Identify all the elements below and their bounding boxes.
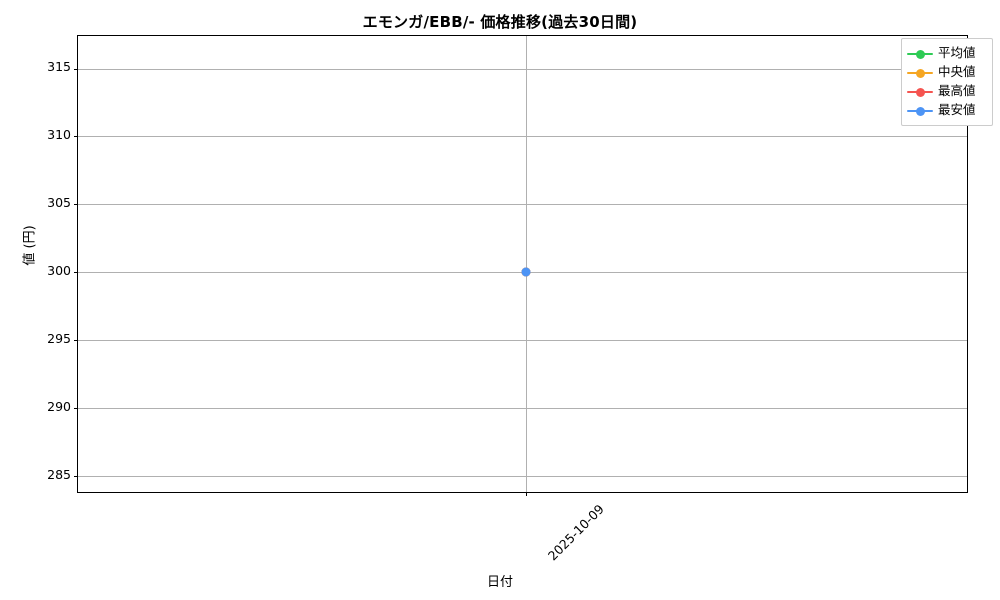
legend-label-average: 平均値 <box>938 45 976 61</box>
ytick-label-305: 305 <box>47 195 71 210</box>
legend[interactable]: 平均値 中央値 最高値 最安値 <box>901 38 993 126</box>
gridline-horizontal-310 <box>78 136 967 138</box>
legend-swatch-max <box>907 86 933 98</box>
ytick-mark-315 <box>74 68 78 70</box>
legend-item-max[interactable]: 最高値 <box>907 82 986 101</box>
ytick-mark-300 <box>74 272 78 274</box>
x-axis-label: 日付 <box>486 575 513 590</box>
gridline-horizontal-315 <box>78 68 967 70</box>
legend-swatch-min <box>907 105 933 117</box>
legend-swatch-median <box>907 67 933 79</box>
y-axis-label: 値 (円) <box>22 225 38 266</box>
legend-item-average[interactable]: 平均値 <box>907 44 986 63</box>
ytick-mark-310 <box>74 136 78 138</box>
data-point-最安値[interactable] <box>521 267 530 277</box>
legend-label-max: 最高値 <box>938 83 976 99</box>
ytick-mark-285 <box>74 475 78 477</box>
ytick-label-295: 295 <box>47 331 71 346</box>
legend-swatch-average <box>907 48 933 60</box>
legend-item-min[interactable]: 最安値 <box>907 101 986 120</box>
ytick-mark-305 <box>74 204 78 206</box>
xtick-mark-2025-10-09 <box>525 492 527 496</box>
legend-label-median: 中央値 <box>938 64 976 80</box>
gridline-horizontal-285 <box>78 475 967 477</box>
gridline-horizontal-295 <box>78 340 967 342</box>
ytick-label-310: 310 <box>47 127 71 142</box>
gridline-horizontal-305 <box>78 204 967 206</box>
plot-area[interactable] <box>74 35 968 496</box>
ytick-label-290: 290 <box>47 399 71 414</box>
ytick-label-315: 315 <box>47 59 71 74</box>
legend-label-min: 最安値 <box>938 102 976 118</box>
ytick-label-300: 300 <box>47 263 71 278</box>
legend-item-median[interactable]: 中央値 <box>907 63 986 82</box>
xtick-label-text: 2025-10-09 <box>544 501 607 564</box>
ytick-mark-290 <box>74 408 78 409</box>
ytick-mark-295 <box>74 340 78 342</box>
xtick-label-2025-10-09: 2025-10-09 <box>544 500 608 564</box>
chart-title: エモンガ/EBB/- 価格推移(過去30日間) <box>362 13 638 31</box>
gridline-horizontal-290 <box>78 408 967 409</box>
ytick-label-285: 285 <box>47 467 71 482</box>
gridline-vertical-2025-10-09 <box>525 36 527 492</box>
